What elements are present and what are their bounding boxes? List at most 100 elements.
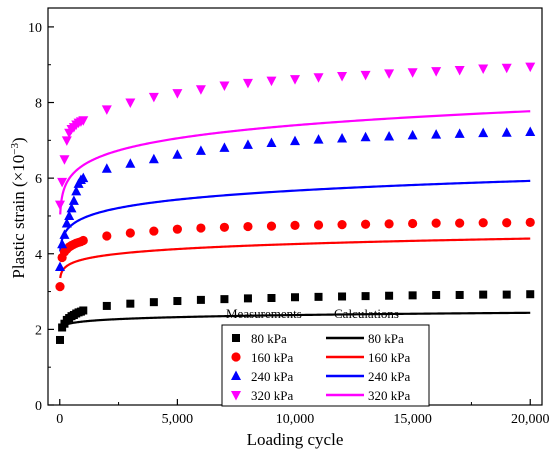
measurement-point <box>242 78 253 89</box>
y-axis-title-main: Plastic strain (×10 <box>9 155 28 279</box>
measurement-point <box>313 73 324 83</box>
measurement-point <box>64 210 75 220</box>
measurement-point <box>432 290 441 299</box>
measurement-point <box>454 128 465 138</box>
measurement-point <box>172 89 183 99</box>
legend-label-measured: 240 kPa <box>251 369 293 384</box>
measurement-point <box>360 219 371 229</box>
measurement-point <box>102 231 112 241</box>
calculation-curves <box>59 110 531 330</box>
measurement-point <box>68 195 79 205</box>
measurement-point <box>384 131 395 141</box>
legend-rows: 80 kPa 80 kPa 160 kPa 160 kPa 240 kPa 240 kPa… <box>231 331 410 403</box>
measurement-point <box>384 219 394 229</box>
measurement-point <box>525 62 536 73</box>
measurement-point <box>195 85 206 95</box>
measurement-point <box>61 136 72 146</box>
measurement-point <box>149 298 158 307</box>
measurement-point <box>195 145 206 155</box>
legend-box <box>221 324 430 407</box>
legend-marker <box>231 391 241 401</box>
legend-label-measured: 160 kPa <box>251 350 293 365</box>
measurement-point <box>455 290 464 299</box>
measurement-point <box>266 137 277 147</box>
measurement-point <box>126 299 135 308</box>
measurement-point <box>173 297 182 306</box>
measurement-point <box>54 261 65 271</box>
measurement-point <box>102 301 111 310</box>
measurement-point <box>101 163 112 173</box>
calc-curve-0 <box>59 311 531 330</box>
measurement-point <box>479 290 488 299</box>
x-tick-label: 10,000 <box>276 412 315 427</box>
measurement-point <box>59 229 70 239</box>
measurement-point <box>78 235 88 246</box>
y-tick-label: 2 <box>35 323 42 338</box>
measurement-point <box>78 116 89 126</box>
y-tick-label: 8 <box>35 97 42 112</box>
measurement-point <box>266 76 277 87</box>
measurement-point <box>361 292 370 301</box>
legend-label-calculated: 160 kPa <box>368 350 410 365</box>
measurement-point <box>290 75 300 85</box>
measurement-point <box>431 129 442 139</box>
y-axis-ticks: 0 2 4 6 8 10 <box>28 21 54 414</box>
measurement-point <box>360 131 371 142</box>
measurement-point <box>71 185 82 196</box>
measurement-point <box>57 177 68 188</box>
measurement-point <box>313 134 324 144</box>
measurement-point <box>125 98 136 109</box>
measurement-point <box>172 149 183 159</box>
measurement-markers <box>54 62 536 344</box>
measurement-point <box>149 226 159 236</box>
measurement-point <box>478 218 488 228</box>
measurement-point <box>78 172 89 183</box>
measurement-point <box>313 220 324 230</box>
plot-area <box>54 62 536 344</box>
measurement-point <box>502 218 512 228</box>
y-tick-label: 10 <box>28 21 42 36</box>
x-tick-label: 0 <box>56 412 63 427</box>
measurement-point <box>384 69 395 79</box>
measurement-point <box>502 290 511 299</box>
measurement-point <box>125 158 136 168</box>
measurement-point <box>54 200 65 211</box>
measurement-point <box>526 290 535 299</box>
measurement-point <box>219 222 230 232</box>
measurement-point <box>407 129 418 140</box>
measurement-point <box>196 295 205 304</box>
measurement-point <box>501 63 512 74</box>
x-tick-label: 5,000 <box>162 412 194 427</box>
measurement-point <box>172 224 182 234</box>
measurement-point <box>408 291 417 300</box>
measurement-point <box>219 142 230 152</box>
measurement-point <box>61 218 72 228</box>
measurement-point <box>266 221 277 231</box>
measurement-point <box>101 105 112 115</box>
legend-marker <box>232 334 240 342</box>
legend: Measurements Calculations 80 kPa 80 kPa 16… <box>221 306 430 407</box>
measurement-point <box>243 221 253 232</box>
y-tick-label: 0 <box>35 399 42 414</box>
measurement-point <box>79 306 88 315</box>
legend-label-calculated: 80 kPa <box>368 331 404 346</box>
measurement-point <box>501 127 512 137</box>
measurement-point <box>219 81 230 92</box>
x-tick-label: 20,000 <box>511 412 550 427</box>
measurement-point <box>525 126 536 137</box>
y-tick-label: 6 <box>35 172 42 187</box>
measurement-point <box>407 68 418 78</box>
measurement-point <box>408 218 418 229</box>
x-axis-ticks: 0 5,000 10,000 15,000 20,000 <box>56 399 549 427</box>
legend-label-calculated: 240 kPa <box>368 369 410 384</box>
measurement-point <box>525 217 535 227</box>
measurement-point <box>338 292 347 301</box>
legend-marker <box>231 352 241 362</box>
measurement-point <box>337 132 348 143</box>
measurement-point <box>242 139 253 149</box>
measurement-point <box>243 294 252 303</box>
measurement-point <box>148 153 159 164</box>
measurement-point <box>57 238 68 249</box>
y-tick-label: 4 <box>35 248 42 263</box>
